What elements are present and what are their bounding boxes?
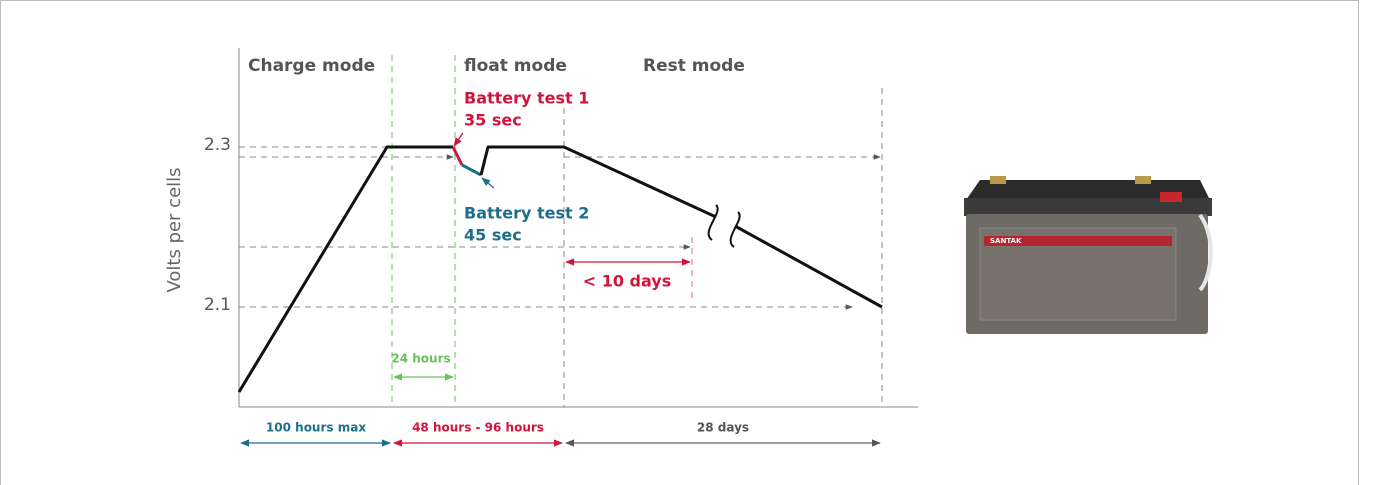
terminal	[1135, 176, 1151, 184]
curve-test-2	[462, 165, 481, 175]
test-duration: 45 sec	[464, 226, 522, 245]
axis-break	[709, 205, 740, 247]
terminal	[990, 176, 1006, 184]
brand: SANTAK	[990, 237, 1022, 245]
y-tick-label: 2.3	[204, 135, 231, 155]
test-label: Battery test 1	[464, 89, 589, 108]
mode-label: Rest mode	[643, 56, 745, 76]
span-label: 24 hours	[391, 352, 450, 366]
test-duration: 35 sec	[464, 111, 522, 130]
span-label: < 10 days	[583, 272, 672, 291]
test-label: Battery test 2	[464, 204, 589, 223]
span-label: 28 days	[697, 421, 749, 435]
battery-image: SANTAK	[964, 176, 1212, 334]
mode-label: Charge mode	[248, 56, 375, 76]
test-2-pointer	[482, 178, 494, 188]
voltage-curve	[239, 147, 882, 392]
mode-label: float mode	[464, 56, 567, 76]
span-label: 48 hours - 96 hours	[412, 421, 544, 435]
terminal-cap	[1160, 192, 1182, 202]
y-axis-label: Volts per cells	[164, 167, 185, 292]
curve-segment	[735, 226, 882, 307]
span-label: 100 hours max	[266, 421, 366, 435]
curve-test-1	[453, 147, 462, 165]
y-tick-label: 2.1	[204, 295, 231, 315]
page: Volts per cells 2.3 2.1 Charge mode floa…	[0, 0, 1373, 485]
